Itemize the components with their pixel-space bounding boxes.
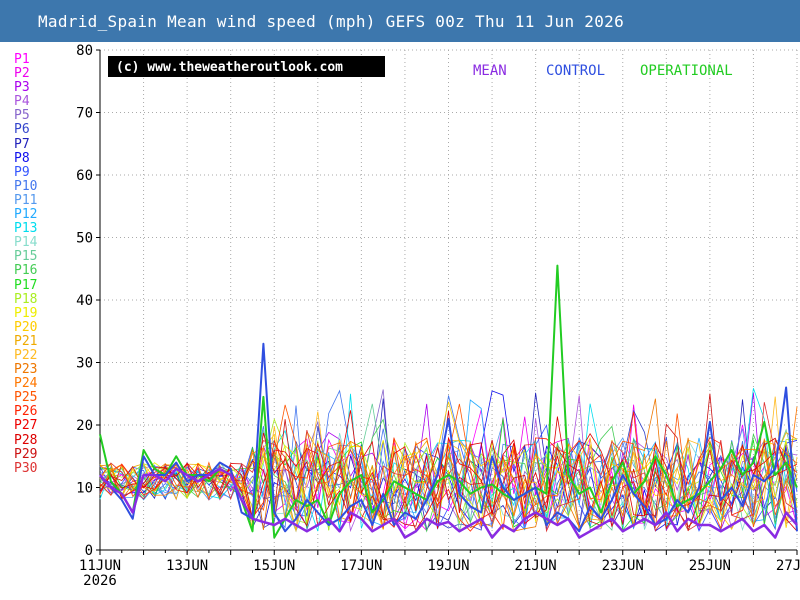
watermark-text: (c) www.theweatheroutlook.com [116,60,343,75]
member-line-p13 [99,388,798,532]
legend-item-p21: P21 [14,333,38,349]
y-tick-label-0: 0 [85,543,93,559]
legend-item-p18: P18 [14,291,38,307]
x-tick-label-13JUN: 13JUN [166,558,208,574]
legend-item-p8: P8 [14,150,30,166]
y-tick-label-70: 70 [76,106,93,122]
y-tick-label-60: 60 [76,168,93,184]
legend-item-p10: P10 [14,178,38,194]
y-tick-label-50: 50 [76,231,93,247]
legend-item-p15: P15 [14,249,38,265]
y-tick-label-20: 20 [76,418,93,434]
y-tick-label-30: 30 [76,356,93,372]
legend-item-p29: P29 [14,446,38,462]
legend-item-p30: P30 [14,460,38,476]
legend-item-p19: P19 [14,305,38,321]
y-tick-label-80: 80 [76,43,93,59]
title-bar: Madrid_Spain Mean wind speed (mph) GEFS … [0,0,800,42]
x-tick-label-23JUN: 23JUN [602,558,644,574]
member-legend: P1 P2 P3 P4 P5 P6 P7 P8 P9 P10 P11 P12 P13 P14 P15 P16 P… [14,52,74,476]
legend-item-p27: P27 [14,418,38,434]
legend-item-p6: P6 [14,122,30,138]
legend-control: CONTROL [546,63,605,79]
x-tick-label-15JUN: 15JUN [253,558,295,574]
x-tick-label-11JUN: 11JUN [79,558,121,574]
legend-item-p16: P16 [14,263,38,279]
legend-item-p9: P9 [14,164,30,180]
legend-item-p4: P4 [14,94,30,110]
series-line-mean [99,467,798,539]
x-tick-label-27JUN: 27JUN [776,558,800,574]
legend-item-p17: P17 [14,277,38,293]
legend-operational: OPERATIONAL [640,63,733,79]
member-line-p26 [99,411,798,532]
legend-item-p5: P5 [14,108,30,124]
y-tick-label-40: 40 [76,293,93,309]
ensemble-member-lines [99,388,798,533]
legend-item-p1: P1 [14,52,30,67]
legend-item-p14: P14 [14,235,38,251]
member-line-p16 [99,418,798,533]
x-tick-label-17JUN: 17JUN [340,558,382,574]
y-tick-label-10: 10 [76,481,93,497]
legend-item-p2: P2 [14,66,30,82]
main-series-lines [99,264,798,539]
legend-item-p26: P26 [14,404,38,420]
watermark-box [108,56,385,77]
legend-item-p11: P11 [14,192,38,208]
x-tick-year: 2026 [83,573,117,589]
legend-item-p13: P13 [14,221,38,237]
series-legend: MEAN CONTROL OPERATIONAL [473,63,733,79]
member-line-p20 [99,401,798,531]
legend-mean: MEAN [473,63,507,79]
legend-item-p25: P25 [14,390,38,406]
chart-title: Madrid_Spain Mean wind speed (mph) GEFS … [38,12,625,31]
member-line-p29 [99,393,798,532]
legend-item-p3: P3 [14,80,30,96]
x-tick-label-25JUN: 25JUN [689,558,731,574]
series-line-control [99,342,798,533]
legend-item-p7: P7 [14,136,30,152]
member-line-p22 [99,396,798,533]
legend-item-p23: P23 [14,362,38,378]
legend-item-p24: P24 [14,376,38,392]
x-tick-label-19JUN: 19JUN [427,558,469,574]
legend-item-p22: P22 [14,347,38,363]
legend-item-p28: P28 [14,432,38,448]
x-tick-label-21JUN: 21JUN [515,558,557,574]
legend-item-p20: P20 [14,319,38,335]
legend-item-p12: P12 [14,207,38,223]
watermark: (c) www.theweatheroutlook.com [108,56,385,77]
